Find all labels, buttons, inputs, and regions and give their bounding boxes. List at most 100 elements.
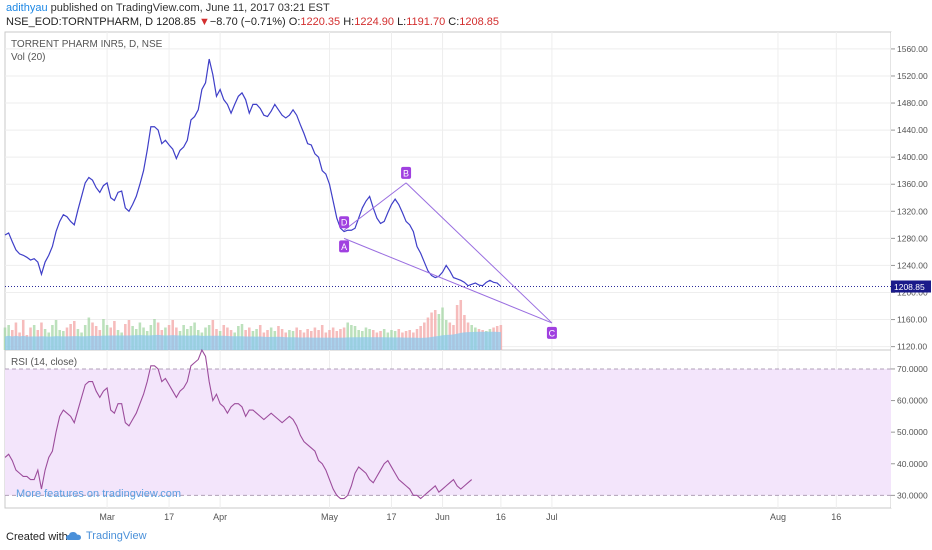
volume-bar bbox=[455, 305, 459, 350]
price-tick-label: 1240.00 bbox=[897, 260, 928, 270]
volume-bar bbox=[211, 320, 215, 350]
rsi-tick-label: 70.0000 bbox=[897, 364, 928, 374]
rsi-tick-label: 30.0000 bbox=[897, 490, 928, 500]
pattern-point-a[interactable]: A bbox=[339, 240, 350, 253]
volume-bar bbox=[441, 307, 444, 350]
price-tick-label: 1320.00 bbox=[897, 206, 928, 216]
low-label: L: bbox=[397, 16, 407, 28]
chart-header: adithyau published on TradingView.com, J… bbox=[0, 0, 932, 30]
symbol-label: NSE_EOD:TORNTPHARM, D bbox=[6, 16, 154, 28]
tradingview-logo[interactable]: TradingView bbox=[66, 530, 147, 542]
price-tick-label: 1160.00 bbox=[897, 315, 927, 325]
pattern-point-label: B bbox=[403, 168, 409, 178]
price-tick-label: 1480.00 bbox=[897, 98, 928, 108]
volume-average-area bbox=[5, 331, 501, 350]
last-price-tag bbox=[891, 280, 931, 293]
pattern-point-badge bbox=[339, 216, 350, 229]
price-tick-label: 1440.00 bbox=[897, 125, 928, 135]
close-value: 1208.85 bbox=[459, 16, 500, 28]
pattern-point-c[interactable]: C bbox=[546, 326, 557, 339]
pattern-point-badge bbox=[546, 326, 557, 339]
pattern-point-d[interactable]: D bbox=[339, 216, 350, 229]
cloud-icon bbox=[66, 532, 81, 540]
rsi-tick-label: 50.0000 bbox=[897, 427, 928, 437]
price-tick-label: 1520.00 bbox=[897, 71, 928, 81]
low-value: 1191.70 bbox=[406, 16, 446, 28]
pattern-point-label: A bbox=[341, 242, 347, 252]
down-arrow-icon: ▼ bbox=[198, 16, 210, 28]
volume-bar bbox=[423, 322, 426, 350]
last-price: 1208.85 bbox=[156, 16, 196, 28]
volume-bar bbox=[102, 319, 105, 350]
price-pane[interactable] bbox=[4, 31, 892, 351]
volume-bar bbox=[437, 314, 441, 350]
volume-bar bbox=[72, 321, 76, 350]
volume-bar bbox=[426, 317, 430, 350]
open-value: 1220.35 bbox=[300, 16, 341, 28]
rsi-line bbox=[4, 348, 473, 500]
price-axis[interactable] bbox=[891, 32, 932, 508]
time-tick-label: 16 bbox=[831, 512, 841, 522]
high-label: H: bbox=[343, 16, 355, 28]
volume-bar bbox=[459, 300, 463, 350]
pattern-line bbox=[343, 237, 553, 324]
volume-bar bbox=[127, 320, 131, 350]
price-tick-label: 1280.00 bbox=[897, 233, 928, 243]
time-tick-label: 17 bbox=[386, 512, 396, 522]
price-tick-label: 1360.00 bbox=[897, 179, 928, 189]
rsi-axis-ticks: 70.0000 60.0000 50.0000 40.0000 30.0000 bbox=[891, 364, 928, 500]
pattern-line bbox=[405, 182, 553, 324]
last-price-tag-label: 1208.85 bbox=[894, 282, 925, 292]
open-label: O: bbox=[288, 16, 301, 28]
rsi-band bbox=[5, 368, 891, 496]
rsi-pane-title: RSI (14, close) bbox=[11, 357, 77, 368]
volume-bars bbox=[3, 300, 503, 350]
volume-bar bbox=[153, 319, 156, 350]
time-tick-label: Jul bbox=[546, 512, 558, 522]
volume-bar bbox=[346, 322, 350, 350]
time-tick-label: Mar bbox=[99, 512, 115, 522]
rsi-band-fill bbox=[5, 368, 891, 496]
volume-bar bbox=[87, 317, 91, 350]
pattern-point-label: D bbox=[341, 218, 348, 228]
rsi-series bbox=[4, 348, 473, 500]
publish-info: published on TradingView.com, June 11, 2… bbox=[50, 2, 330, 14]
time-tick-label: May bbox=[321, 512, 339, 522]
price-tick-label: 1400.00 bbox=[897, 152, 928, 162]
time-axis-ticks: Mar 17 Apr May 17 Jun 16 Jul Aug 16 bbox=[99, 512, 841, 522]
last-price-marker: 1208.85 bbox=[5, 280, 931, 293]
price-line bbox=[4, 58, 502, 287]
rsi-tick-label: 40.0000 bbox=[897, 459, 928, 469]
volume-bar bbox=[433, 310, 437, 350]
price-series bbox=[4, 58, 502, 287]
volume-bar bbox=[171, 320, 174, 350]
pattern-point-badge bbox=[401, 166, 412, 179]
author-link[interactable]: adithyau bbox=[6, 2, 48, 14]
time-tick-label: Jun bbox=[435, 512, 450, 522]
price-change: −8.70 (−0.71%) bbox=[209, 16, 286, 28]
time-tick-label: Aug bbox=[770, 512, 786, 522]
created-with-label: Created with bbox=[6, 531, 68, 543]
time-tick-label: Apr bbox=[213, 512, 227, 522]
pattern-point-label: C bbox=[549, 328, 556, 338]
ohlc-line: NSE_EOD:TORNTPHARM, D 1208.85 ▼−8.70 (−0… bbox=[6, 16, 499, 28]
volume-bar bbox=[499, 325, 503, 350]
pattern-point-badge bbox=[339, 240, 350, 253]
price-tick-label: 1560.00 bbox=[897, 44, 928, 54]
volume-bar bbox=[54, 320, 58, 350]
brand-name: TradingView bbox=[86, 530, 147, 542]
watermark-link[interactable]: More features on tradingview.com bbox=[16, 488, 181, 500]
volume-bar bbox=[430, 312, 433, 350]
price-pane-title: TORRENT PHARM INR5, D, NSE bbox=[11, 39, 163, 50]
pattern-line bbox=[343, 182, 407, 231]
footer: Created with TradingView bbox=[0, 526, 932, 550]
pattern-point-b[interactable]: B bbox=[401, 166, 412, 179]
rsi-tick-label: 60.0000 bbox=[897, 396, 928, 406]
abcd-pattern: D A B C bbox=[339, 166, 557, 339]
high-value: 1224.90 bbox=[354, 16, 394, 28]
volume-label: Vol (20) bbox=[11, 52, 45, 63]
volume-bar bbox=[320, 325, 324, 350]
close-label: C: bbox=[448, 16, 460, 28]
publish-line: adithyau published on TradingView.com, J… bbox=[6, 2, 330, 14]
